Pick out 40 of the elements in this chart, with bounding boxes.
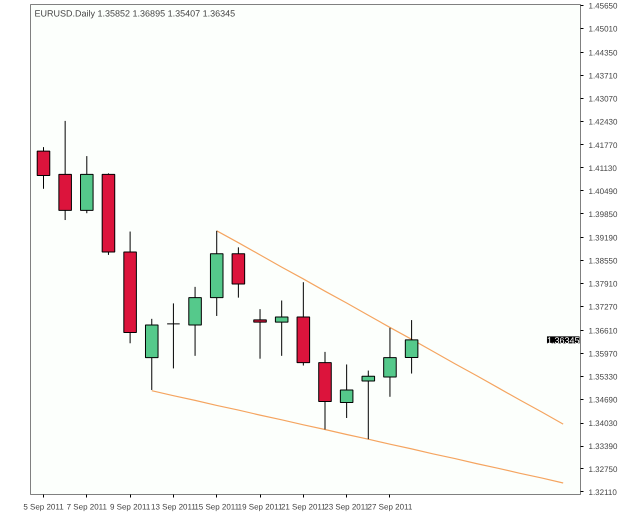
text: EURUSD.Daily 1.35852 1.36895 1.35407 1.36345 (34, 8, 236, 18)
y-tick-label: 1.37910 (588, 280, 618, 289)
candlestick (404, 320, 418, 374)
y-tick-label: 1.32110 (588, 488, 618, 497)
candlestick (340, 364, 354, 418)
x-tick-label: 5 Sep 2011 (23, 502, 64, 512)
x-tick-label: 13 Sep 2011 (151, 502, 196, 512)
y-tick-label: 1.44350 (588, 48, 618, 58)
y-tick-label: 1.41770 (588, 140, 618, 150)
y-tick-label: 1.32750 (588, 464, 618, 474)
y-tick-label: 1.35970 (588, 349, 618, 358)
y-tick-label: 1.39190 (588, 234, 618, 243)
candlestick (383, 327, 397, 398)
y-tick-label: 1.43070 (588, 94, 618, 104)
candlestick (274, 300, 288, 356)
x-tick-label: 15 Sep 2011 (194, 502, 240, 512)
y-tick-label: 1.33390 (588, 442, 618, 452)
line-series (151, 390, 564, 484)
annotation: 1.36345 (546, 335, 580, 346)
y-tick-label: 1.40490 (588, 186, 618, 196)
x-tick-label: 9 Sep 2011 (110, 502, 151, 512)
y-tick-label: 1.37270 (588, 302, 618, 312)
candlestick (253, 308, 267, 360)
y-tick-label: 1.45650 (588, 2, 618, 11)
candlestick (362, 370, 376, 440)
y-tick-label: 1.36610 (588, 326, 618, 336)
y-tick-label: 1.34030 (588, 419, 618, 428)
y-tick-label: 1.35330 (588, 372, 618, 382)
y-tick-label: 1.42430 (588, 117, 618, 126)
x-tick-label: 27 Sep 2011 (368, 502, 413, 512)
y-tick-label: 1.45010 (588, 24, 618, 34)
candlestick (166, 302, 180, 369)
y-tick-label: 1.34690 (588, 395, 618, 404)
y-tick-label: 1.38550 (588, 256, 618, 266)
y-tick-label: 1.43710 (588, 71, 618, 80)
y-tick-label: 1.39850 (588, 210, 618, 219)
y-tick-label: 1.41130 (588, 164, 618, 173)
x-tick-label: 21 Sep 2011 (280, 502, 326, 512)
x-tick-label: 7 Sep 2011 (66, 502, 108, 512)
x-tick-label: 19 Sep 2011 (238, 502, 283, 512)
